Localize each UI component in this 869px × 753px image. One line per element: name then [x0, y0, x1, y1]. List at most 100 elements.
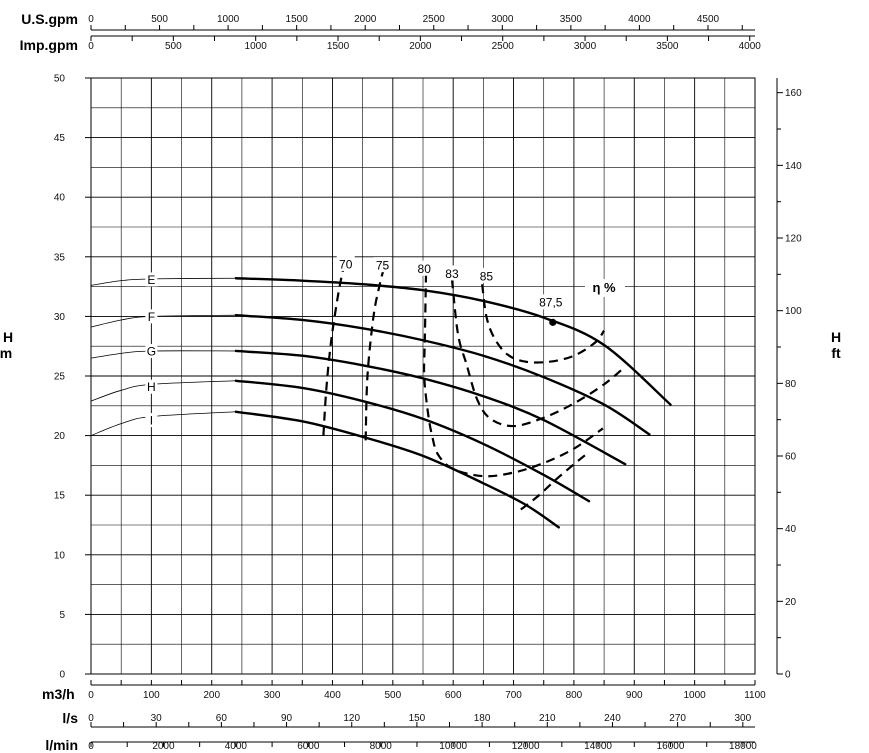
curve-label-f: F: [148, 310, 155, 324]
y-left-tick-label: 5: [59, 610, 65, 621]
efficiency-unit-label: η %: [592, 280, 616, 295]
efficiency-label-bg: [415, 260, 434, 276]
secondary-axis-tick-label: 12000: [512, 741, 540, 752]
x-tick-label: 1000: [684, 690, 707, 701]
y-right-label-unit: ft: [831, 345, 841, 361]
secondary-axis-tick-label: 0: [88, 713, 94, 724]
x-tick-label: 900: [626, 690, 643, 701]
pump-curves: [90, 277, 672, 529]
curve-label-i: I: [150, 414, 153, 428]
efficiency-contour: [520, 452, 588, 511]
curve-label-bg: [145, 343, 158, 358]
curve-h: [234, 379, 591, 503]
y-left-label-h: H: [3, 329, 13, 345]
secondary-axis-label: Imp.gpm: [20, 37, 78, 53]
x-tick-label: 300: [264, 690, 281, 701]
axes: 0 5 10 15 20 25 30 35 40 45 50 Hm 0 20 40 60 80 100 120 140…: [0, 11, 841, 753]
secondary-axis-tick-label: 3500: [560, 14, 583, 25]
best-efficiency-point: [549, 318, 557, 326]
secondary-axis-tick-label: 4000: [739, 41, 762, 52]
efficiency-label-bg: [336, 255, 355, 271]
x-tick-label: 600: [445, 690, 462, 701]
secondary-axis-tick-label: 500: [151, 14, 168, 25]
secondary-axis-tick-label: 90: [281, 713, 293, 724]
y-left-label-unit: m: [0, 345, 12, 361]
y-right-tick-label: 0: [785, 670, 791, 681]
secondary-axis-tick-label: 18000: [729, 741, 757, 752]
y-right-tick-label: 80: [785, 379, 797, 390]
secondary-axis-tick-label: 4000: [225, 741, 248, 752]
y-left-tick-label: 30: [54, 312, 66, 323]
secondary-axis-tick-label: 0: [88, 741, 94, 752]
secondary-axis-tick-label: 1000: [245, 41, 268, 52]
secondary-axis-tick-label: 14000: [584, 741, 612, 752]
curve-h-extrapolated: [90, 380, 236, 402]
efficiency-label-83: 83: [445, 267, 459, 281]
y-left-tick-label: 15: [54, 491, 66, 502]
secondary-axis-tick-label: 4000: [628, 14, 651, 25]
efficiency-contour-70: [322, 268, 345, 436]
curve-label-e: E: [147, 273, 155, 287]
efficiency-label-70: 70: [339, 257, 353, 271]
y-left-tick-label: 50: [54, 74, 66, 85]
secondary-axis-tick-label: 150: [409, 713, 426, 724]
y-left-tick-label: 45: [54, 133, 66, 144]
secondary-axis-tick-label: 0: [88, 41, 94, 52]
grid: [90, 77, 756, 675]
y-left-tick-label: 20: [54, 431, 66, 442]
curve-i: [234, 410, 561, 529]
secondary-axis-label: l/s: [62, 710, 78, 726]
y-right-tick-label: 120: [785, 234, 802, 245]
efficiency-contour-83: [450, 279, 626, 428]
y-right-tick-label: 40: [785, 524, 797, 535]
secondary-axis-tick-label: 1500: [286, 14, 309, 25]
curve-label-h: H: [147, 380, 156, 394]
x-tick-label: 0: [88, 690, 94, 701]
curve-g-extrapolated: [90, 350, 236, 359]
y-right-tick-label: 140: [785, 161, 802, 172]
curve-label-bg: [145, 413, 158, 428]
secondary-axis-label: l/min: [45, 737, 78, 753]
x-tick-label: 200: [203, 690, 220, 701]
efficiency-label-75: 75: [376, 259, 390, 273]
x-axis-label: m3/h: [42, 686, 75, 702]
secondary-axis-tick-label: 3500: [656, 41, 679, 52]
secondary-axis-tick-label: 300: [734, 713, 751, 724]
curve-f-extrapolated: [90, 314, 236, 328]
x-tick-label: 700: [505, 690, 522, 701]
efficiency-label-80: 80: [418, 262, 432, 276]
secondary-axis-tick-label: 2000: [152, 741, 175, 752]
efficiency-label-bg: [477, 267, 496, 283]
secondary-axis-tick-label: 120: [343, 713, 360, 724]
efficiency-label-85: 85: [480, 269, 494, 283]
x-tick-label: 100: [143, 690, 160, 701]
x-tick-label: 1100: [744, 690, 766, 701]
secondary-axis-tick-label: 240: [604, 713, 621, 724]
efficiency-contour-80: [422, 273, 604, 478]
secondary-axis-tick-label: 0: [88, 14, 94, 25]
secondary-axis-tick-label: 2500: [423, 14, 446, 25]
secondary-axis-tick-label: 210: [539, 713, 556, 724]
secondary-axis-tick-label: 1000: [217, 14, 240, 25]
curve-label-bg: [145, 309, 158, 324]
secondary-axis-tick-label: 180: [474, 713, 491, 724]
secondary-axis-tick-label: 60: [216, 713, 228, 724]
curve-e-extrapolated: [90, 277, 236, 286]
curve-f: [234, 314, 651, 436]
secondary-axis-tick-label: 2500: [492, 41, 515, 52]
bep-label-bg: [532, 294, 567, 310]
y-left-tick-label: 10: [54, 550, 66, 561]
secondary-axis-tick-label: 6000: [297, 741, 320, 752]
y-right-tick-label: 20: [785, 597, 797, 608]
x-tick-label: 400: [324, 690, 341, 701]
efficiency-contour-85: [481, 284, 605, 364]
best-efficiency-label: 87,5: [539, 295, 563, 309]
secondary-axis-tick-label: 16000: [657, 741, 685, 752]
secondary-axis-tick-label: 1500: [327, 41, 350, 52]
y-right-label-h: H: [831, 329, 841, 345]
secondary-axis-tick-label: 10000: [439, 741, 467, 752]
y-right-tick-label: 60: [785, 452, 797, 463]
x-tick-label: 500: [384, 690, 401, 701]
secondary-axis-tick-label: 30: [151, 713, 163, 724]
